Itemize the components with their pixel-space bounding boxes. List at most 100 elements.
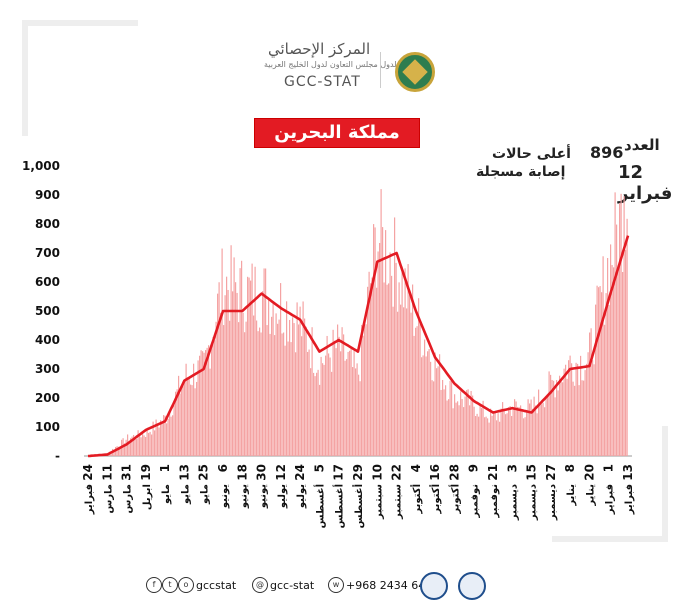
bar <box>587 352 589 456</box>
x-tick-day: 28 <box>447 464 461 481</box>
bar <box>578 385 580 456</box>
x-tick-month: ابريل <box>142 484 153 510</box>
bar <box>512 409 514 456</box>
bar <box>322 363 324 456</box>
bar <box>275 313 277 456</box>
x-tick-month: نوفمبر <box>489 484 500 519</box>
bar <box>313 372 315 456</box>
bar <box>242 312 244 456</box>
bar <box>253 315 255 456</box>
x-tick-day: 5 <box>312 464 326 472</box>
y-tick-label: 1,000 <box>22 159 60 173</box>
x-tick-month: أكتوبر <box>448 484 461 515</box>
bar <box>311 327 313 456</box>
x-tick-label: 24 فبراير <box>81 464 95 515</box>
bar <box>439 354 441 456</box>
bar <box>515 401 517 456</box>
bar <box>157 424 159 456</box>
bar <box>622 272 624 456</box>
bar <box>452 408 454 456</box>
bar <box>152 421 154 456</box>
bar <box>392 306 394 456</box>
x-tick-day: 8 <box>563 464 577 472</box>
social-handle[interactable]: gccstat <box>196 579 237 592</box>
x-tick-month: ديسمبر <box>547 484 558 521</box>
x-tick-label: 25 مايو <box>197 464 211 505</box>
y-tick-label: 600 <box>35 275 60 289</box>
bar <box>449 380 451 456</box>
bar <box>172 415 174 456</box>
x-tick-label: 27 ديسمبر <box>544 464 558 521</box>
bar <box>374 227 376 456</box>
web-handle[interactable]: gcc-stat <box>270 579 315 592</box>
x-tick-day: 10 <box>370 464 384 481</box>
x-tick-label: 13 فبراير <box>621 464 635 515</box>
twitter-icon[interactable]: t <box>162 577 178 593</box>
bar <box>299 306 301 456</box>
bar <box>134 438 136 456</box>
bar <box>226 276 228 456</box>
bar <box>205 350 207 456</box>
bar <box>274 335 276 456</box>
bar <box>571 363 573 456</box>
bar <box>178 375 180 456</box>
x-tick-day: 13 <box>177 464 191 481</box>
bar <box>247 276 249 456</box>
bar <box>218 282 220 456</box>
bar <box>416 326 418 456</box>
x-tick-label: 18 يونيو <box>235 464 249 509</box>
x-tick-month: يناير <box>585 484 596 507</box>
x-tick-day: 11 <box>100 464 114 481</box>
bar <box>185 363 187 456</box>
bar <box>125 439 127 456</box>
bar <box>565 364 567 456</box>
bar <box>526 411 528 456</box>
bar <box>457 401 459 456</box>
bar <box>596 285 598 456</box>
whatsapp-icon[interactable]: w <box>328 577 344 593</box>
x-tick-label: 11 مارس <box>100 464 114 514</box>
bar <box>595 304 597 456</box>
x-tick-label: 1 فبراير <box>602 464 616 515</box>
bar <box>139 435 141 456</box>
bar <box>482 400 484 456</box>
bar <box>608 305 610 456</box>
bar <box>281 333 283 456</box>
bar <box>268 298 270 456</box>
bar <box>557 390 559 456</box>
bar <box>599 286 601 456</box>
bar <box>260 332 262 456</box>
bar <box>362 335 364 456</box>
bar <box>437 366 439 456</box>
bar <box>227 289 229 456</box>
bar <box>509 406 511 456</box>
bar <box>220 312 222 456</box>
bar <box>547 394 549 456</box>
bar <box>616 224 618 456</box>
x-tick-day: 9 <box>467 464 481 472</box>
bar <box>280 283 282 456</box>
web-icon[interactable]: @ <box>252 577 268 593</box>
facebook-icon[interactable]: f <box>146 577 162 593</box>
bar <box>391 275 393 456</box>
y-tick-label: 500 <box>35 304 60 318</box>
instagram-icon[interactable]: o <box>178 577 194 593</box>
logo-block: المركز الإحصائي لدول مجلس التعاون لدول ا… <box>250 34 440 96</box>
bar <box>424 339 426 456</box>
bar <box>574 385 576 456</box>
bar <box>611 265 613 456</box>
moving-average-line <box>87 235 630 458</box>
bar <box>181 386 183 456</box>
bar <box>325 355 327 456</box>
bar <box>353 350 355 456</box>
bar <box>379 242 381 456</box>
bar <box>214 340 216 456</box>
bar <box>221 248 223 456</box>
bar <box>413 335 415 456</box>
x-tick-day: 24 <box>81 464 95 481</box>
bar <box>259 327 261 456</box>
x-tick-month: ديسمبر <box>508 484 519 521</box>
bar <box>532 408 534 456</box>
phone-number[interactable]: +968 2434 6482 <box>346 579 440 592</box>
bar <box>401 266 403 456</box>
